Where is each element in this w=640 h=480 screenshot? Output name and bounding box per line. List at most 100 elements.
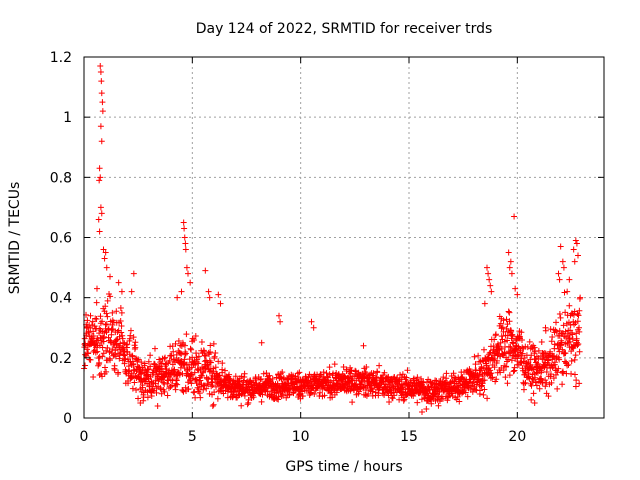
- data-point: [102, 249, 109, 256]
- data-point: [189, 335, 196, 342]
- data-point: [486, 350, 493, 357]
- data-point: [201, 352, 208, 359]
- data-point: [542, 324, 549, 331]
- data-point: [273, 374, 280, 381]
- data-point: [527, 356, 534, 363]
- data-point: [191, 337, 198, 344]
- data-point: [118, 309, 125, 316]
- data-point: [191, 357, 198, 364]
- x-tick-label: 15: [400, 429, 418, 445]
- data-point: [501, 349, 508, 356]
- data-point: [543, 379, 550, 386]
- data-point: [115, 369, 122, 376]
- data-point: [283, 394, 290, 401]
- data-point: [532, 356, 539, 363]
- data-point: [147, 352, 154, 359]
- data-point: [168, 352, 175, 359]
- data-point: [308, 318, 315, 325]
- data-point: [85, 329, 92, 336]
- data-point: [514, 291, 521, 298]
- data-point: [227, 376, 234, 383]
- data-point: [428, 400, 435, 407]
- data-point: [369, 386, 376, 393]
- data-point: [149, 383, 156, 390]
- axis-ticks: 0 5 10 15 20 0 0.2 0.4 0.6 0.8 1 1.2: [50, 50, 604, 445]
- data-point: [497, 320, 504, 327]
- data-point: [107, 293, 114, 300]
- data-point: [299, 393, 306, 400]
- data-point: [175, 337, 182, 344]
- x-tick-label: 5: [188, 429, 197, 445]
- data-point: [176, 371, 183, 378]
- data-point: [212, 364, 219, 371]
- data-point: [215, 358, 222, 365]
- data-point: [473, 379, 480, 386]
- data-point: [187, 372, 194, 379]
- data-point: [355, 388, 362, 395]
- data-point: [470, 378, 477, 385]
- data-point: [194, 384, 201, 391]
- data-point: [506, 309, 513, 316]
- data-point: [241, 370, 248, 377]
- data-point: [484, 395, 491, 402]
- data-point: [97, 63, 104, 70]
- data-point: [404, 367, 411, 374]
- data-point: [571, 356, 578, 363]
- data-point: [135, 356, 142, 363]
- data-point: [205, 376, 212, 383]
- data-point: [403, 391, 410, 398]
- data-point: [574, 318, 581, 325]
- data-point: [107, 273, 113, 280]
- data-point: [232, 373, 239, 380]
- y-axis-label: SRMTID / TECUs: [7, 182, 23, 295]
- data-point: [370, 370, 377, 377]
- data-point: [494, 357, 501, 364]
- data-point: [263, 370, 270, 377]
- data-point: [129, 385, 136, 392]
- data-point: [99, 99, 106, 106]
- data-point: [520, 380, 527, 387]
- x-tick-label: 0: [80, 429, 89, 445]
- data-point: [257, 376, 264, 383]
- data-point: [99, 108, 106, 115]
- data-point: [509, 333, 516, 340]
- data-point: [154, 373, 161, 380]
- data-point: [497, 369, 504, 376]
- data-point: [465, 383, 472, 390]
- data-point: [549, 333, 556, 340]
- data-point: [514, 358, 521, 365]
- data-point: [576, 328, 583, 335]
- data-point: [258, 375, 265, 382]
- data-point: [118, 288, 125, 295]
- data-point: [559, 381, 566, 388]
- data-point: [200, 368, 207, 375]
- data-point: [506, 372, 513, 379]
- data-point: [564, 362, 571, 369]
- data-point: [561, 289, 568, 296]
- data-point: [275, 393, 282, 400]
- data-point: [120, 339, 127, 346]
- data-point: [149, 387, 156, 394]
- data-point: [204, 380, 211, 387]
- data-point: [198, 338, 205, 345]
- data-point: [84, 317, 91, 324]
- data-point: [118, 322, 125, 329]
- data-point: [187, 279, 194, 286]
- data-point: [562, 350, 569, 357]
- data-point: [418, 396, 425, 403]
- data-point: [547, 371, 554, 378]
- data-point: [219, 366, 226, 373]
- data-point: [209, 382, 216, 389]
- data-point: [97, 69, 104, 76]
- data-point: [565, 361, 572, 368]
- y-tick-label: 1.2: [50, 50, 72, 66]
- data-point: [326, 371, 333, 378]
- data-point: [532, 374, 539, 381]
- data-point: [520, 386, 527, 393]
- y-tick-label: 0: [63, 411, 72, 427]
- data-point: [527, 361, 534, 368]
- data-point: [352, 367, 359, 374]
- data-point: [554, 385, 561, 392]
- data-point: [192, 394, 199, 401]
- data-point: [360, 342, 367, 349]
